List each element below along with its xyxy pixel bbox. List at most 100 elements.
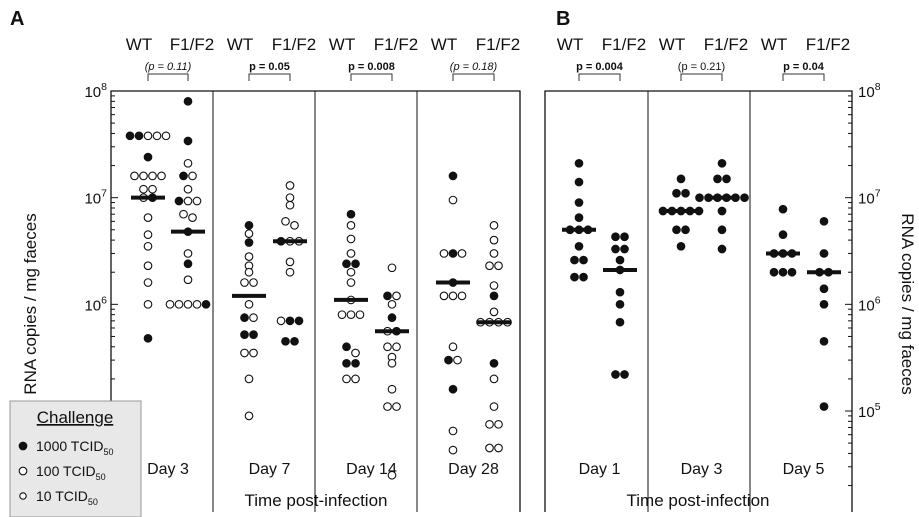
data-point-1000 xyxy=(183,259,193,269)
data-point-100 xyxy=(249,278,258,287)
data-point-100 xyxy=(387,263,397,273)
data-point-1000 xyxy=(249,330,258,339)
data-point-1000 xyxy=(740,193,749,203)
data-point-1000 xyxy=(183,136,193,146)
data-point-100 xyxy=(489,221,499,230)
data-point-100 xyxy=(143,241,153,251)
day-label: Day 3 xyxy=(681,461,723,478)
data-point-100 xyxy=(448,445,458,455)
data-point-100 xyxy=(383,402,392,411)
data-point-1000 xyxy=(383,291,392,301)
legend-marker xyxy=(18,466,28,476)
data-point-100 xyxy=(188,213,197,222)
series-label: F1/F2 xyxy=(374,35,418,54)
data-point-100 xyxy=(346,278,356,287)
panel-b: B 105 106 107 108 RNA copies / mg faeces Time … xyxy=(544,8,917,512)
data-point-1000 xyxy=(342,342,351,352)
data-point-100 xyxy=(383,342,392,352)
data-point-100 xyxy=(337,310,347,320)
legend-label: 10 TCID50 xyxy=(36,488,98,507)
data-point-100 xyxy=(183,299,193,309)
data-point-100 xyxy=(489,281,499,290)
data-point-1000 xyxy=(579,255,588,265)
data-point-100 xyxy=(285,200,295,210)
data-point-100 xyxy=(192,196,202,206)
data-point-100 xyxy=(143,131,153,141)
data-point-1000 xyxy=(387,313,397,323)
comparison-bracket xyxy=(147,73,189,81)
data-point-100 xyxy=(183,196,193,206)
data-point-1000 xyxy=(695,193,704,203)
data-point-1000 xyxy=(351,358,360,368)
data-point-100 xyxy=(285,257,295,267)
data-point-1000 xyxy=(676,174,686,184)
day-label: Day 1 xyxy=(579,461,621,478)
day-label: Day 7 xyxy=(249,461,291,478)
series-label: F1/F2 xyxy=(602,35,646,54)
data-point-1000 xyxy=(281,336,290,346)
day-group: WT F1/F2 p = 0.004 Day 1 xyxy=(557,35,646,478)
data-point-1000 xyxy=(717,206,727,216)
data-point-1000 xyxy=(448,384,458,394)
data-point-1000 xyxy=(778,230,788,240)
series-label: F1/F2 xyxy=(806,35,850,54)
data-point-1000 xyxy=(819,299,829,309)
y-axis-label: RNA copies / mg faeces xyxy=(898,213,917,394)
legend-label: 100 TCID50 xyxy=(36,463,106,482)
data-point-1000 xyxy=(611,370,620,379)
data-point-100 xyxy=(448,195,458,205)
data-point-100 xyxy=(157,171,166,181)
data-point-100 xyxy=(161,131,171,141)
data-point-1000 xyxy=(240,330,249,339)
data-point-100 xyxy=(494,443,503,453)
p-value: (p = 0.11) xyxy=(145,61,192,73)
legend-label: 1000 TCID50 xyxy=(36,438,113,457)
data-point-100 xyxy=(346,234,356,244)
data-point-100 xyxy=(392,342,401,352)
series-label: WT xyxy=(126,35,152,54)
y-tick-label: 107 xyxy=(84,188,107,208)
data-point-100 xyxy=(453,355,462,365)
data-point-100 xyxy=(448,426,458,436)
data-point-100 xyxy=(494,261,503,271)
day-label: Day 3 xyxy=(147,461,189,478)
legend-marker xyxy=(19,492,27,500)
day-label: Day 28 xyxy=(448,461,499,478)
data-point-100 xyxy=(457,249,467,258)
data-point-1000 xyxy=(448,249,458,258)
p-value: p = 0.008 xyxy=(348,61,395,73)
data-point-1000 xyxy=(244,221,254,230)
data-point-1000 xyxy=(240,313,249,323)
data-point-1000 xyxy=(201,299,211,309)
data-point-100 xyxy=(342,374,351,384)
data-point-100 xyxy=(188,171,197,181)
data-point-1000 xyxy=(615,287,625,297)
data-point-1000 xyxy=(134,131,144,141)
day-group: WT F1/F2 (p = 0.18) Day 28 xyxy=(431,35,520,478)
data-point-100 xyxy=(346,267,356,277)
series-label: WT xyxy=(659,35,685,54)
data-point-100 xyxy=(351,348,360,358)
data-point-100 xyxy=(192,299,202,309)
data-point-100 xyxy=(244,299,254,309)
data-point-1000 xyxy=(615,317,625,327)
data-point-1000 xyxy=(179,171,188,181)
data-point-100 xyxy=(392,291,401,301)
series-label: WT xyxy=(329,35,355,54)
p-value: (p = 0.21) xyxy=(678,61,725,73)
data-point-100 xyxy=(351,374,360,384)
comparison-bracket xyxy=(578,73,621,81)
data-point-1000 xyxy=(819,284,829,294)
plot-frame xyxy=(544,90,853,512)
data-point-1000 xyxy=(672,188,681,198)
data-point-100 xyxy=(183,275,193,285)
data-point-1000 xyxy=(717,158,727,168)
data-point-100 xyxy=(457,291,467,301)
data-point-1000 xyxy=(819,216,829,226)
data-point-100 xyxy=(355,310,365,320)
data-point-100 xyxy=(387,358,397,368)
y-tick-label: 106 xyxy=(84,294,107,314)
data-point-1000 xyxy=(574,241,584,251)
day-group: WT F1/F2 (p = 0.11) Day 3 xyxy=(125,35,214,478)
data-point-1000 xyxy=(819,249,829,258)
